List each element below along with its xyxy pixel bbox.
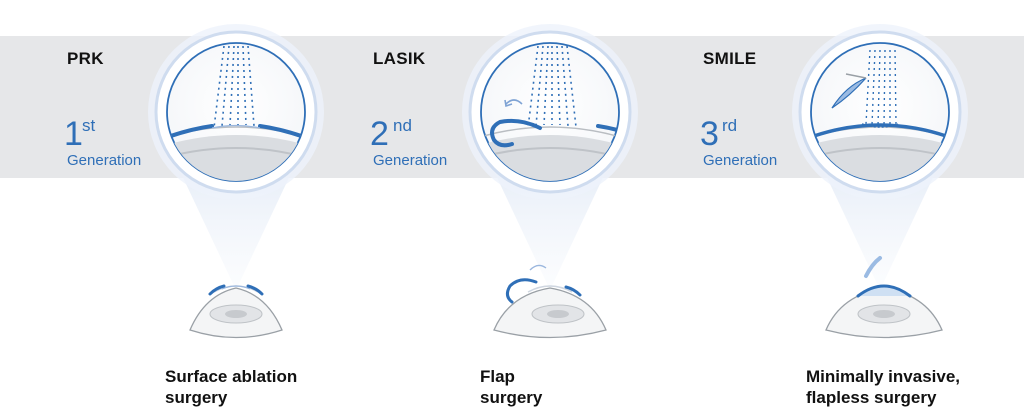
caption-prk: Surface ablation surgery — [165, 366, 297, 408]
caption-lasik: Flap surgery — [480, 366, 542, 408]
prk-illustration — [148, 24, 324, 339]
caption-smile: Minimally invasive, flapless surgery — [806, 366, 960, 408]
caption-lasik-line2: surgery — [480, 388, 543, 407]
generation-suffix-lasik: nd — [393, 116, 412, 135]
generation-suffix-prk: st — [82, 116, 96, 135]
generation-number-prk: 1 — [64, 115, 83, 153]
caption-smile-line1: Minimally invasive, — [806, 367, 961, 386]
caption-prk-line2: surgery — [165, 388, 228, 407]
lasik-illustration — [462, 24, 638, 339]
generation-suffix-smile: rd — [722, 116, 738, 135]
generation-label-smile: Generation — [703, 152, 778, 169]
smile-illustration — [792, 24, 968, 339]
procedure-name-lasik: LASIK — [373, 49, 426, 68]
caption-smile-line2: flapless surgery — [806, 388, 937, 407]
generation-label-lasik: Generation — [373, 152, 448, 169]
procedure-name-smile: SMILE — [703, 49, 757, 68]
generation-number-lasik: 2 — [370, 115, 389, 153]
generation-label-prk: Generation — [67, 152, 142, 169]
procedure-name-prk: PRK — [67, 49, 104, 68]
caption-lasik-line1: Flap — [480, 367, 515, 386]
caption-prk-line1: Surface ablation — [165, 367, 298, 386]
generation-number-smile: 3 — [700, 115, 719, 153]
